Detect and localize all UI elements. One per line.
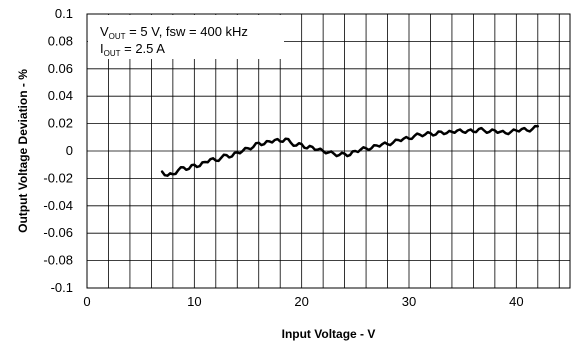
y-axis-tick-labels: 0.1 0.08 0.06 0.04 0.02 0 -0.02 -0.04 -0.06 -0.08… [43, 6, 73, 295]
annotation-vout-subscript: OUT [109, 32, 126, 41]
series-line [160, 124, 540, 177]
annotation-iout-rest: = 2.5 A [121, 41, 166, 56]
y-tick-label: 0.06 [48, 61, 73, 76]
y-tick-label: 0.04 [48, 88, 73, 103]
x-tick-label: 30 [402, 294, 416, 309]
y-tick-label: -0.02 [43, 170, 73, 185]
x-tick-label: 20 [294, 294, 308, 309]
y-tick-label: 0.1 [55, 6, 73, 21]
y-tick-label: 0 [66, 143, 73, 158]
x-tick-label: 40 [509, 294, 523, 309]
annotation-background [88, 15, 284, 59]
y-tick-label: -0.06 [43, 225, 73, 240]
annotation-line-2: IOUT = 2.5 A [100, 41, 165, 58]
annotation-iout-subscript: OUT [104, 49, 121, 58]
annotation-box: VOUT = 5 V, fsw = 400 kHz IOUT = 2.5 A [88, 15, 284, 59]
plot-area [86, 13, 571, 289]
x-axis-title: Input Voltage - V [282, 327, 376, 341]
y-tick-label: 0.02 [48, 116, 73, 131]
annotation-vout-symbol: V [100, 24, 109, 39]
grid-lines [87, 14, 570, 288]
x-tick-label: 10 [187, 294, 201, 309]
y-axis-title: Output Voltage Deviation - % [16, 69, 30, 233]
annotation-vout-rest: = 5 V, fsw = 400 kHz [126, 24, 248, 39]
y-tick-label: -0.1 [51, 280, 73, 295]
annotation-iout-symbol: I [100, 41, 104, 56]
y-tick-label: 0.08 [48, 33, 73, 48]
x-axis-tick-labels: 0 10 20 30 40 [83, 294, 523, 309]
y-tick-label: -0.04 [43, 198, 73, 213]
y-tick-label: -0.08 [43, 253, 73, 268]
x-tick-label: 0 [83, 294, 90, 309]
annotation-line-1: VOUT = 5 V, fsw = 400 kHz [100, 24, 248, 41]
